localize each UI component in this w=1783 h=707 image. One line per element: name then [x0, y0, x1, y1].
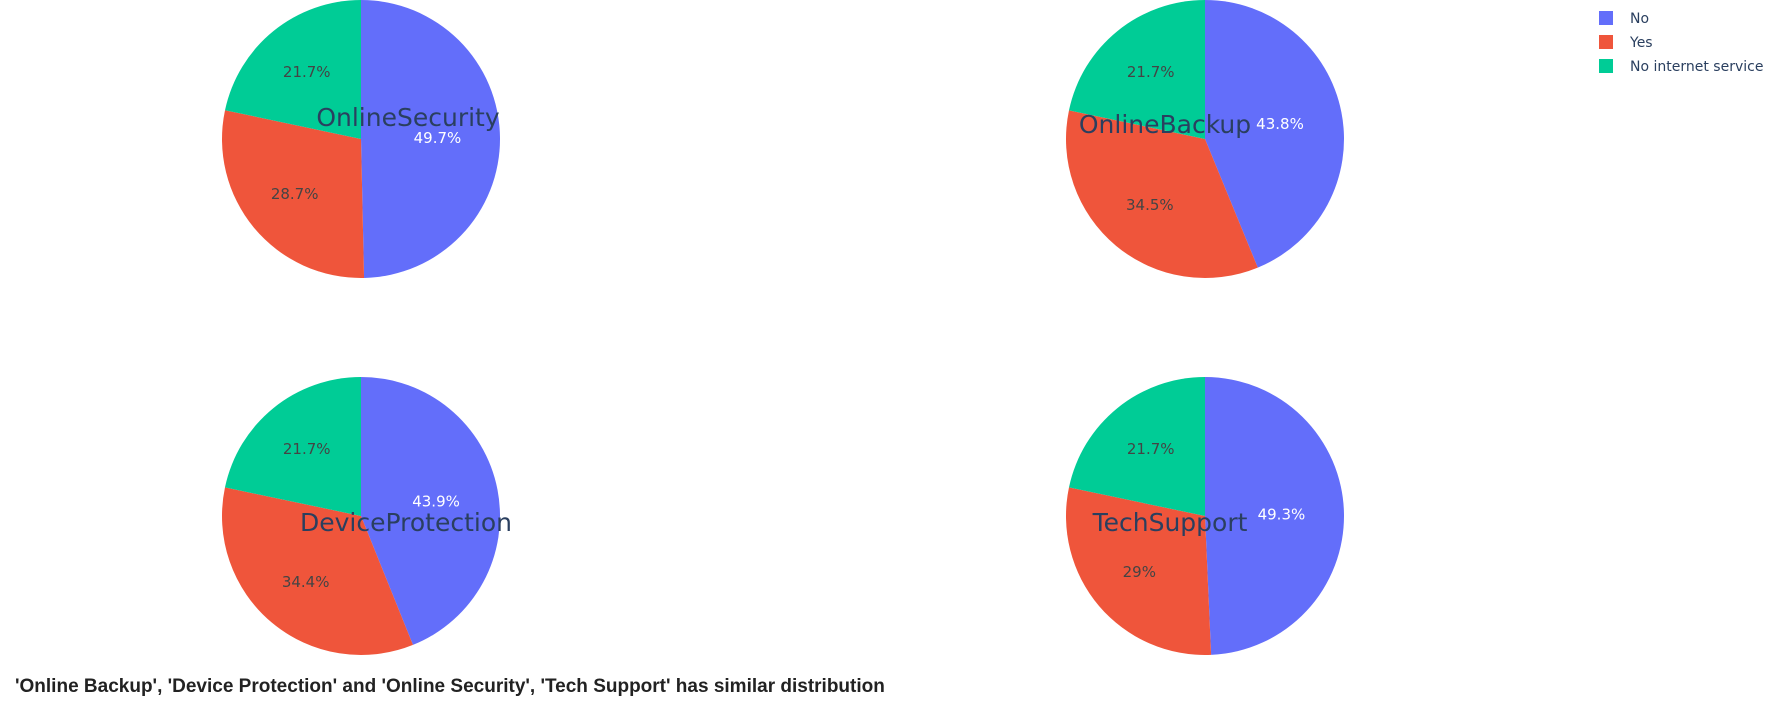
legend: No Yes No internet service: [1508, 0, 1783, 80]
slice-label-no: 43.9%: [412, 492, 460, 510]
pie-slice-no[interactable]: [361, 0, 500, 278]
pie-slice-yes[interactable]: [1066, 110, 1258, 278]
legend-label: Yes: [1629, 35, 1653, 51]
pie-title: OnlineSecurity: [316, 103, 500, 132]
pie-onlinebackup: 43.8% 34.5% 21.7% OnlineBackup: [1066, 0, 1344, 278]
slice-label-yes: 34.4%: [282, 573, 330, 591]
pie-title: TechSupport: [1092, 508, 1248, 537]
pie-slice-yes[interactable]: [221, 110, 365, 278]
pie-title: OnlineBackup: [1079, 110, 1251, 139]
pie-slice-yes[interactable]: [1066, 487, 1212, 655]
pie-onlinesecurity: 49.7% 28.7% 21.7% OnlineSecurity: [221, 0, 500, 278]
slice-label-no-internet-service: 21.7%: [1127, 440, 1175, 458]
pie-slice-no-internet-service[interactable]: [1068, 0, 1205, 139]
legend-item-no-internet-service[interactable]: No internet service: [1599, 59, 1763, 75]
slice-label-no: 43.8%: [1256, 115, 1304, 133]
legend-background: [1508, 0, 1783, 80]
pie-slice-no-internet-service[interactable]: [1068, 377, 1205, 516]
legend-swatch: [1599, 35, 1613, 49]
pie-slice-no-internet-service[interactable]: [225, 0, 361, 139]
pie-slice-no[interactable]: [1205, 377, 1345, 655]
legend-label: No internet service: [1630, 59, 1763, 75]
pie-deviceprotection: 43.9% 34.4% 21.7% DeviceProtection: [222, 377, 512, 655]
slice-label-yes: 34.5%: [1126, 196, 1174, 214]
pie-slice-yes[interactable]: [222, 487, 413, 655]
slice-label-no-internet-service: 21.7%: [283, 440, 331, 458]
pie-slice-no[interactable]: [1205, 0, 1344, 268]
pie-techsupport: 49.3% 29% 21.7% TechSupport: [1066, 377, 1345, 655]
pie-grid: 49.7% 28.7% 21.7% OnlineSecurity 43.8% 34.5% 2…: [221, 0, 1345, 655]
slice-label-no: 49.3%: [1258, 505, 1306, 523]
figure-caption: 'Online Backup', 'Device Protection' and…: [15, 676, 885, 697]
slice-label-yes: 28.7%: [271, 185, 319, 203]
legend-item-no[interactable]: No: [1599, 11, 1649, 27]
pie-slice-no-internet-service[interactable]: [224, 377, 361, 516]
legend-label: No: [1630, 11, 1649, 27]
pie-title: DeviceProtection: [300, 508, 512, 537]
pie-slice-no[interactable]: [361, 377, 500, 645]
slice-label-yes: 29%: [1123, 563, 1156, 581]
legend-item-yes[interactable]: Yes: [1599, 35, 1653, 51]
legend-swatch: [1599, 59, 1613, 73]
legend-swatch: [1599, 11, 1613, 25]
slice-label-no: 49.7%: [414, 129, 462, 147]
slice-label-no-internet-service: 21.7%: [283, 63, 331, 81]
slice-label-no-internet-service: 21.7%: [1127, 63, 1175, 81]
